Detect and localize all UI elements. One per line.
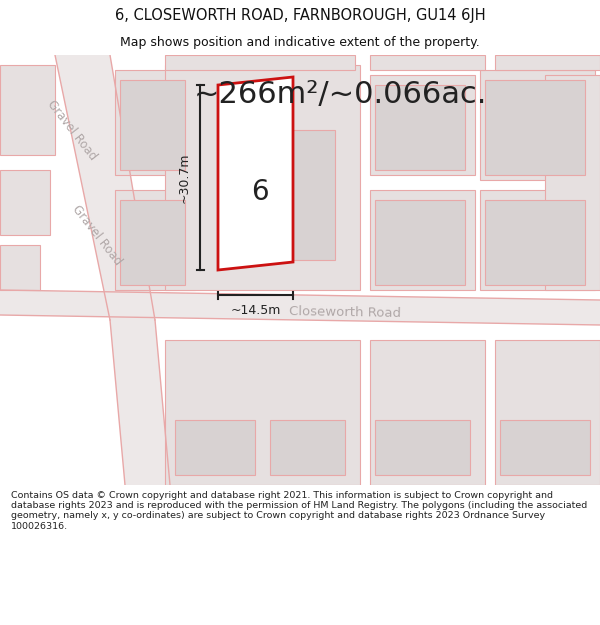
Bar xyxy=(375,85,465,170)
Polygon shape xyxy=(218,77,293,270)
Bar xyxy=(270,420,345,475)
Bar xyxy=(545,75,600,290)
Text: Gravel Road: Gravel Road xyxy=(70,202,124,268)
Polygon shape xyxy=(0,290,600,325)
Bar xyxy=(495,55,600,70)
Bar xyxy=(0,65,55,155)
Bar xyxy=(175,420,255,475)
Bar xyxy=(165,340,360,485)
Text: Gravel Road: Gravel Road xyxy=(44,98,100,162)
Bar xyxy=(370,55,485,70)
Text: Map shows position and indicative extent of the property.: Map shows position and indicative extent… xyxy=(120,36,480,49)
Bar xyxy=(370,190,475,290)
Bar xyxy=(165,65,360,290)
Text: ~14.5m: ~14.5m xyxy=(230,304,281,316)
Bar xyxy=(0,170,50,235)
Bar xyxy=(480,70,595,180)
Polygon shape xyxy=(55,55,170,485)
Bar xyxy=(120,200,185,285)
Text: ~266m²/~0.066ac.: ~266m²/~0.066ac. xyxy=(193,81,487,109)
Bar xyxy=(370,75,475,175)
Text: ~30.7m: ~30.7m xyxy=(178,152,191,202)
Bar xyxy=(0,245,40,290)
Bar xyxy=(495,340,600,485)
Bar xyxy=(480,190,595,290)
Text: Closeworth Road: Closeworth Road xyxy=(289,304,401,319)
Bar xyxy=(245,130,335,260)
Bar xyxy=(485,80,585,175)
Bar xyxy=(375,200,465,285)
Bar xyxy=(165,55,355,70)
Bar xyxy=(500,420,590,475)
Text: 6: 6 xyxy=(251,179,268,206)
Bar xyxy=(485,200,585,285)
Text: Contains OS data © Crown copyright and database right 2021. This information is : Contains OS data © Crown copyright and d… xyxy=(11,491,587,531)
Bar xyxy=(115,190,195,290)
Bar xyxy=(370,340,485,485)
Bar xyxy=(115,70,195,175)
Text: 6, CLOSEWORTH ROAD, FARNBOROUGH, GU14 6JH: 6, CLOSEWORTH ROAD, FARNBOROUGH, GU14 6J… xyxy=(115,8,485,23)
Bar xyxy=(375,420,470,475)
Bar xyxy=(120,80,185,170)
